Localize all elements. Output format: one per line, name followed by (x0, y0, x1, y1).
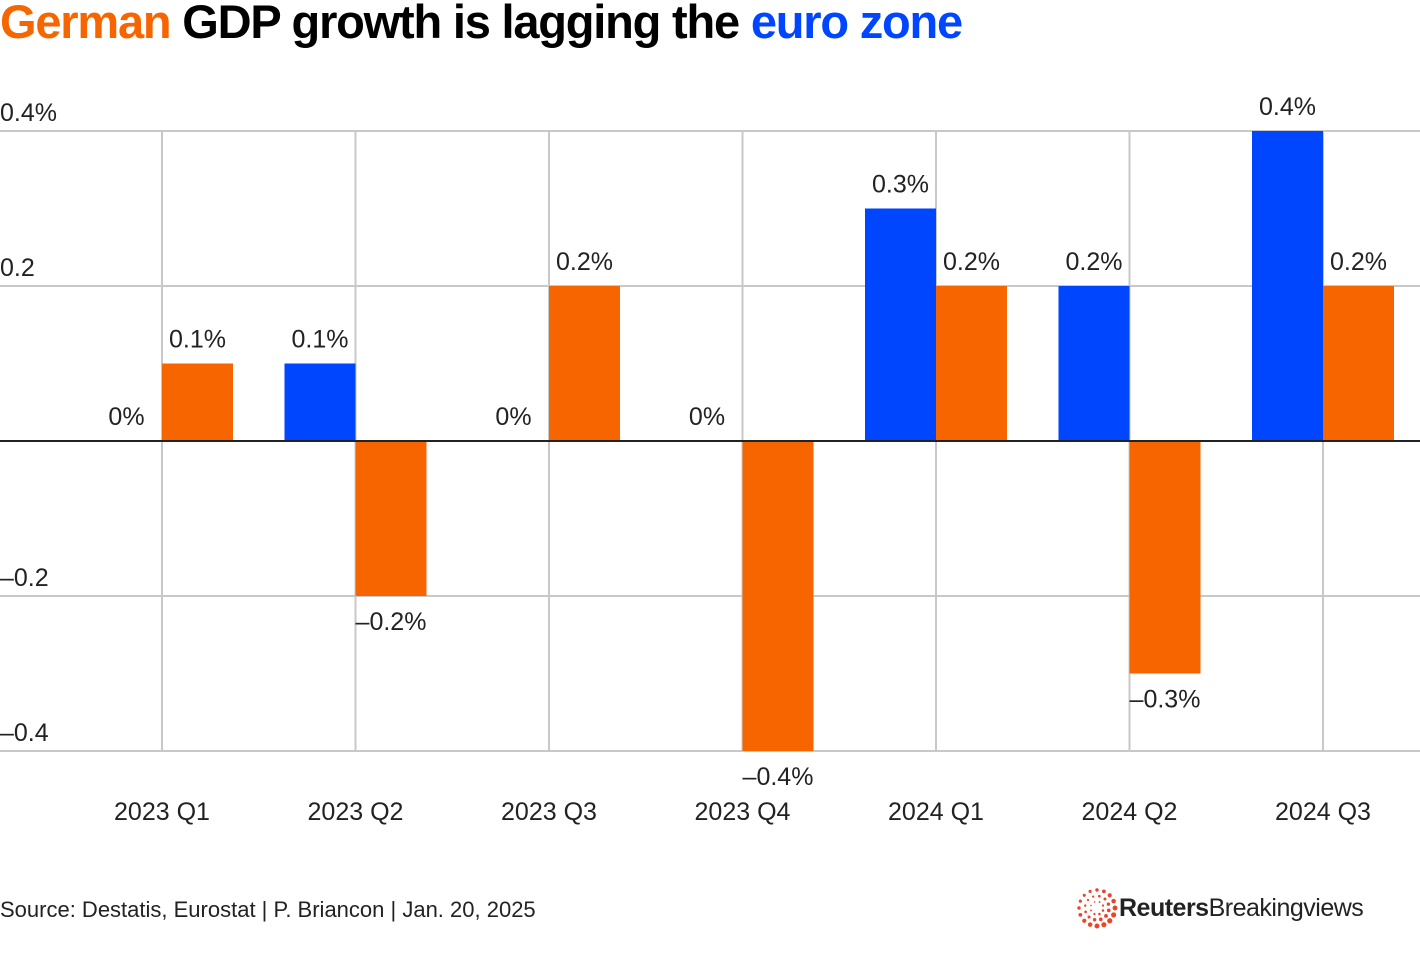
data-label-euro-zone: 0.3% (872, 171, 929, 199)
x-tick-label: 2024 Q1 (888, 798, 984, 826)
logo-dot (1077, 906, 1081, 910)
logo-dot (1098, 917, 1103, 922)
bar-germany (742, 441, 814, 751)
title-germany: German (0, 0, 172, 48)
bar-germany (549, 286, 620, 441)
y-tick-label: 0.2 (0, 254, 35, 282)
data-label-germany: –0.3% (1130, 686, 1201, 714)
logo-dot (1098, 901, 1101, 903)
logo-dot (1084, 910, 1087, 914)
logo-dot (1106, 908, 1111, 913)
logo-dot (1078, 899, 1082, 903)
logo-dot (1104, 914, 1108, 918)
x-tick-label: 2023 Q2 (308, 798, 404, 826)
data-label-euro-zone: 0.4% (1259, 93, 1316, 121)
logo-dot (1087, 915, 1091, 919)
bar-euro-zone (865, 208, 936, 441)
data-label-germany: –0.4% (743, 763, 814, 791)
x-tick-label: 2023 Q1 (114, 798, 210, 826)
logo-dot (1098, 894, 1101, 898)
logo-dot (1082, 918, 1087, 923)
data-label-euro-zone: 0% (495, 403, 531, 431)
logo-dot (1084, 904, 1087, 907)
bar-germany (1129, 441, 1201, 674)
x-tick-label: 2023 Q4 (695, 798, 791, 826)
logo-dot (1101, 922, 1107, 928)
y-tick-label: –0.2 (0, 564, 49, 592)
bar-germany (936, 286, 1007, 441)
logo-dot (1086, 898, 1090, 902)
reuters-breakingviews-logo: ReutersBreakingviews (1075, 886, 1364, 930)
reuters-dots-icon (1077, 888, 1118, 929)
logo-dot (1098, 912, 1101, 916)
data-label-germany: –0.2% (356, 608, 427, 636)
data-label-germany: 0.2% (556, 248, 613, 276)
logo-dot (1111, 898, 1116, 904)
logo-dot (1107, 918, 1113, 924)
bar-germany (162, 363, 233, 441)
logo-dot (1095, 888, 1099, 892)
logo-dot (1112, 905, 1118, 911)
logo-text: ReutersBreakingviews (1119, 893, 1364, 922)
logo-dot (1111, 912, 1117, 918)
logo-dot (1078, 913, 1083, 917)
logo-dot (1087, 922, 1093, 927)
logo-dot (1103, 897, 1107, 901)
data-label-germany: 0.1% (169, 326, 226, 354)
x-tick-label: 2023 Q3 (501, 798, 597, 826)
data-label-euro-zone: 0% (689, 403, 725, 431)
y-axis-ticks: 0.4% 0.2 –0.2 –0.4 (0, 99, 57, 747)
logo-dot (1101, 904, 1105, 907)
bars (162, 131, 1394, 751)
title-middle: GDP growth is lagging the (170, 0, 751, 48)
bar-germany (355, 441, 427, 596)
source-note: Source: Destatis, Eurostat | P. Briancon… (0, 897, 536, 922)
logo-dot (1088, 889, 1092, 893)
logo-dot (1092, 918, 1097, 922)
data-label-euro-zone: 0% (108, 403, 144, 431)
bar-euro-zone (284, 363, 356, 441)
data-label-euro-zone: 0.2% (1066, 248, 1123, 276)
bar-euro-zone (1252, 131, 1323, 441)
data-label-euro-zone: 0.1% (292, 326, 349, 354)
logo-dot (1101, 909, 1105, 912)
y-tick-label: –0.4 (0, 719, 49, 747)
x-axis-ticks: 2023 Q1 2023 Q2 2023 Q3 2023 Q4 2024 Q1 2024 … (114, 798, 1371, 826)
bar-chart: 0.4%0.2–0.2–0.4 2023 Q1 2023 Q2 2023 Q3 202… (0, 93, 1420, 826)
data-labels: 0% 0.1% 0% 0% 0.3% 0.2% 0.4% 0.1% –0.2% 0.2% –0.4%… (108, 93, 1387, 791)
title-euro-zone: euro zone (750, 0, 963, 48)
data-label-germany: 0.2% (1330, 248, 1387, 276)
logo-dot (1102, 889, 1106, 894)
logo-dot (1090, 904, 1092, 907)
logo-dot (1092, 895, 1095, 898)
x-tick-label: 2024 Q3 (1275, 798, 1371, 826)
data-label-germany: 0.2% (943, 248, 1000, 276)
bar-euro-zone (1058, 286, 1130, 441)
chart-title: German GDP growth is lagging the euro zo… (0, 0, 963, 49)
bar-germany (1323, 286, 1394, 441)
logo-dot (1093, 901, 1096, 903)
logo-dot (1094, 923, 1100, 929)
logo-dot (1090, 909, 1092, 912)
logo-dot (1082, 893, 1086, 897)
logo-dot (1106, 902, 1111, 906)
logo-dot (1107, 893, 1112, 898)
logo-dot (1093, 912, 1096, 916)
x-tick-label: 2024 Q2 (1082, 798, 1178, 826)
y-tick-label: 0.4% (0, 99, 57, 127)
